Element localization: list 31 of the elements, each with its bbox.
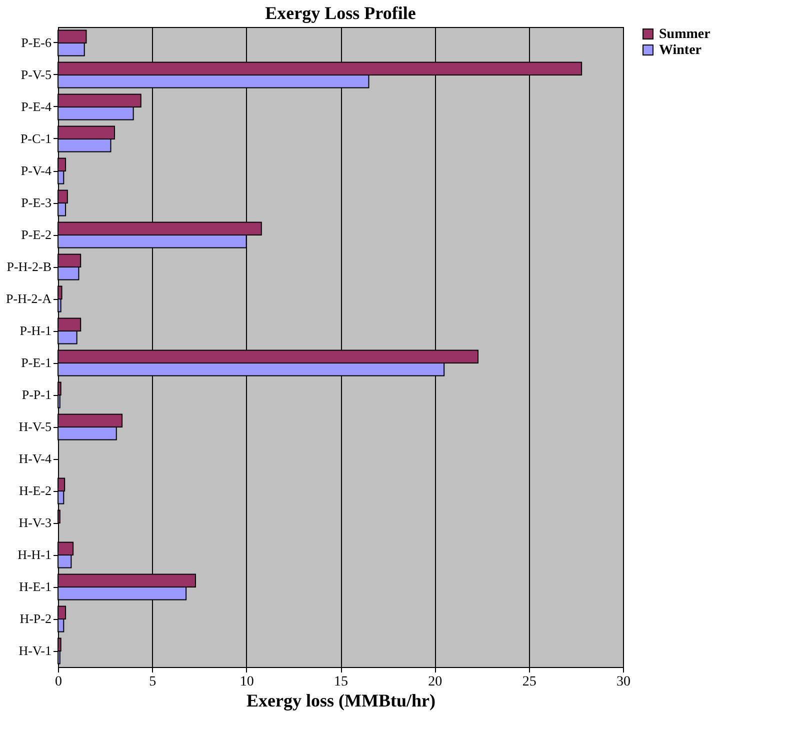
- y-tick-label: H-E-2: [19, 483, 52, 498]
- y-tick-label: H-V-1: [18, 643, 52, 658]
- y-tick-label: P-E-4: [21, 99, 52, 114]
- x-tick-label: 20: [428, 674, 442, 690]
- y-tick-label: H-H-1: [18, 547, 52, 562]
- y-tick-label: P-H-1: [20, 323, 52, 338]
- y-tick-label: P-E-6: [21, 35, 52, 50]
- y-tick-label: P-C-1: [20, 131, 52, 146]
- y-tick-label: P-H-2-A: [6, 291, 52, 306]
- y-tick-label: H-P-2: [20, 611, 52, 626]
- y-tick-label: H-V-5: [18, 419, 52, 434]
- x-tick-label: 10: [240, 674, 254, 690]
- y-tick-label: H-E-1: [19, 579, 52, 594]
- y-tick-label: H-V-3: [18, 515, 52, 530]
- x-tick-label: 25: [522, 674, 536, 690]
- y-tick-label: P-V-4: [20, 163, 52, 178]
- legend-label: Winter: [659, 43, 702, 58]
- y-tick-label: H-V-4: [18, 451, 52, 466]
- x-axis-title: Exergy loss (MMBtu/hr): [246, 690, 436, 710]
- y-tick-label: P-H-2-B: [6, 259, 52, 274]
- y-tick-label: P-V-5: [20, 67, 52, 82]
- x-tick-label: 5: [149, 674, 156, 690]
- y-tick-label: P-E-2: [21, 227, 52, 242]
- x-tick-label: 0: [55, 674, 62, 690]
- y-tick-label: P-E-3: [21, 195, 52, 210]
- y-tick-label: P-P-1: [22, 387, 52, 402]
- x-tick-label: 15: [334, 674, 348, 690]
- y-tick-label: P-E-1: [21, 355, 52, 370]
- x-tick-label: 30: [616, 674, 630, 690]
- legend-label: Summer: [659, 27, 710, 42]
- chart-title: Exergy Loss Profile: [265, 3, 416, 23]
